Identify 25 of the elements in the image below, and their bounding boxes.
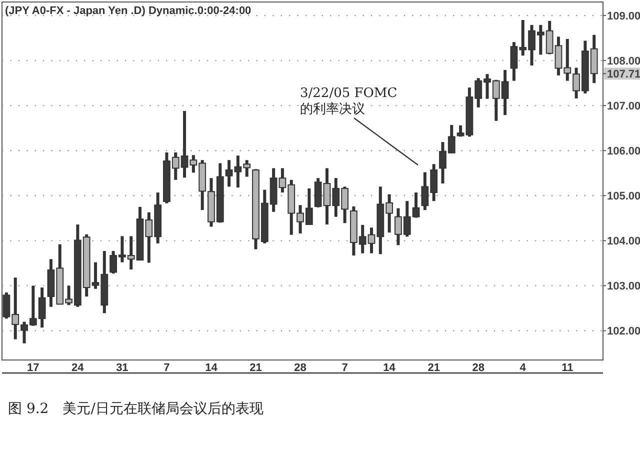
- x-tick-label: 21: [428, 362, 440, 374]
- x-tick-label: 4: [520, 362, 527, 374]
- x-tick-label: 28: [294, 362, 306, 374]
- y-tick-label: 108.00: [607, 56, 640, 68]
- y-tick-label: 109.00: [607, 10, 640, 23]
- x-tick-label: 14: [383, 362, 396, 374]
- annotation: 3/22/05 FOMC 的利率决议: [300, 86, 398, 117]
- y-tick-label: 105.00: [607, 190, 640, 203]
- x-tick-label: 24: [72, 362, 85, 374]
- y-tick-label: 103.00: [607, 280, 640, 293]
- x-tick-label: 14: [205, 362, 218, 374]
- chart-title: (JPY A0-FX - Japan Yen .D) Dynamic.0:00-24:00: [5, 5, 252, 17]
- y-tick-label: 107.00: [607, 100, 640, 113]
- y-tick-label: 107.71: [607, 68, 640, 81]
- x-tick-label: 21: [250, 362, 262, 374]
- y-tick-label: 106.00: [607, 146, 640, 158]
- x-tick-label: 28: [472, 362, 484, 374]
- x-tick-label: 11: [562, 362, 574, 374]
- x-tick-label: 7: [342, 362, 348, 374]
- x-tick-label: 7: [164, 362, 170, 374]
- caption: 图 9.2 美元/日元在联储局会议后的表现: [8, 401, 264, 417]
- y-tick-label: 102.00: [607, 326, 640, 338]
- y-tick-label: 104.00: [607, 236, 640, 248]
- x-tick-label: 17: [27, 362, 40, 374]
- x-tick-label: 31: [116, 362, 128, 374]
